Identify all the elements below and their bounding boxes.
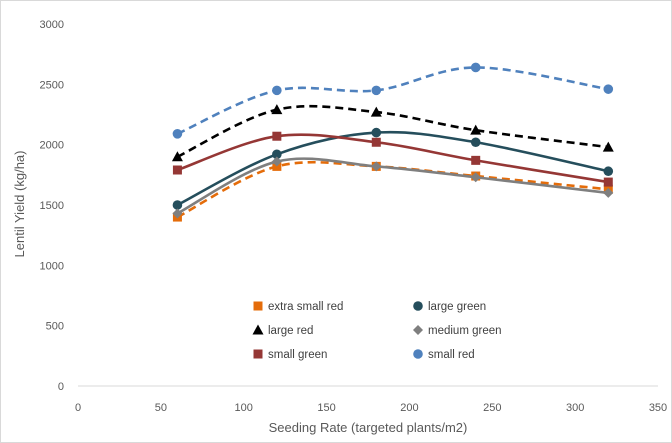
data-point [371,137,381,147]
x-tick-label: 300 [566,402,584,414]
x-tick-label: 350 [649,402,667,414]
data-point [171,151,183,162]
series-small-green [172,131,613,187]
data-point [172,208,183,219]
x-tick-label: 200 [400,402,418,414]
data-point [470,137,481,148]
data-point [603,84,614,94]
x-tick-label: 150 [317,402,335,414]
data-point [172,165,182,175]
legend-marker [253,301,263,311]
legend-label: small red [428,349,475,361]
data-point [172,129,183,139]
y-tick-label: 1500 [40,200,64,212]
data-point [371,85,382,96]
data-point [272,131,282,141]
data-point [370,106,382,117]
legend-label: extra small red [268,301,343,313]
y-axis-title: Lentil Yield (kg/ha) [12,151,27,258]
legend-marker [253,349,263,359]
data-point [470,62,481,73]
data-point [603,166,614,177]
data-point [272,149,282,160]
data-point [470,124,482,135]
legend-item: large green [413,301,486,313]
series-small-red [172,62,614,139]
legend-label: large red [268,325,313,337]
series-group [171,62,614,222]
legend-label: medium green [428,325,502,337]
x-axis-title: Seeding Rate (targeted plants/m2) [269,420,468,435]
series-large-green [172,127,614,210]
y-tick-label: 0 [58,381,64,393]
legend-marker [413,301,423,311]
x-tick-label: 100 [235,402,253,414]
data-point [471,155,481,165]
legend: extra small red large green large red mediu… [252,301,502,361]
legend-label: small green [268,349,327,361]
data-point [603,187,614,198]
legend-marker [413,325,423,335]
legend-item: small green [253,349,327,361]
data-point [470,172,481,183]
x-tick-label: 250 [483,402,501,414]
data-point [371,161,382,172]
series-large-red [171,104,614,162]
legend-marker [413,349,423,359]
legend-marker [252,324,264,335]
y-tick-label: 2000 [40,140,64,152]
legend-item: extra small red [253,301,343,313]
y-tick-label: 2500 [40,79,64,91]
x-tick-label: 0 [75,402,81,414]
y-tick-label: 3000 [40,19,64,31]
data-point [271,104,283,115]
data-point [602,141,614,152]
data-point [371,127,382,138]
legend-label: large green [428,301,486,313]
y-tick-label: 1000 [40,260,64,272]
x-tick-label: 50 [155,402,167,414]
data-point [603,177,613,187]
data-point [271,156,282,167]
legend-item: large red [252,324,313,337]
data-point [172,200,183,210]
y-tick-label: 500 [46,321,64,333]
series-medium-green [172,156,614,219]
data-point [272,85,282,96]
legend-item: medium green [413,325,502,337]
legend-item: small red [413,349,475,361]
tick-labels: 0 50 100 150 200 250 300 350 0 500 1000 1500 2000 250… [40,19,668,414]
